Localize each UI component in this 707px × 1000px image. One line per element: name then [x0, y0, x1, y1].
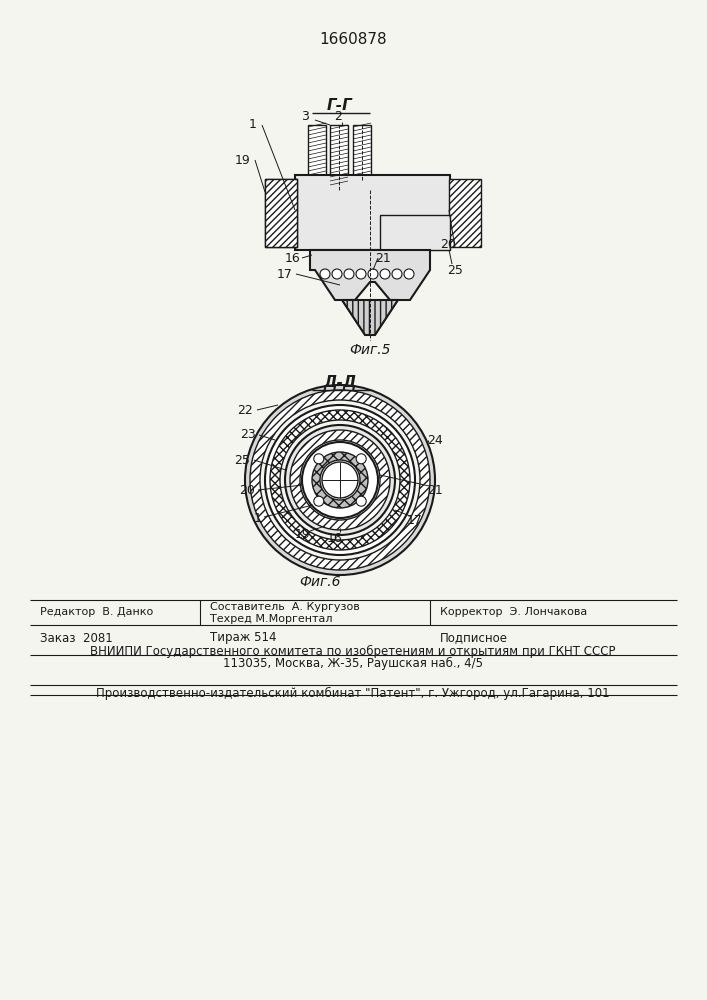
Text: 20: 20	[239, 484, 255, 496]
Polygon shape	[342, 300, 398, 335]
Circle shape	[280, 420, 400, 540]
Circle shape	[270, 410, 410, 550]
Text: 16: 16	[285, 251, 301, 264]
Text: Заказ  2081: Заказ 2081	[40, 632, 112, 645]
Circle shape	[392, 269, 402, 279]
Circle shape	[312, 452, 368, 508]
Bar	[380, 215, 450, 250]
Text: 24: 24	[427, 434, 443, 446]
Text: 19: 19	[235, 153, 251, 166]
Bar	[308, 125, 326, 180]
Circle shape	[250, 390, 430, 570]
Text: Д-Д: Д-Д	[323, 374, 357, 389]
Bar	[330, 125, 348, 190]
Text: 1660878: 1660878	[319, 32, 387, 47]
Circle shape	[380, 269, 390, 279]
Text: 2: 2	[334, 109, 342, 122]
Circle shape	[368, 269, 378, 279]
Circle shape	[332, 269, 342, 279]
Circle shape	[290, 430, 390, 530]
Text: 22: 22	[237, 403, 253, 416]
Text: 21: 21	[427, 484, 443, 496]
Polygon shape	[310, 250, 430, 300]
Text: 16: 16	[327, 532, 343, 544]
Circle shape	[322, 462, 358, 498]
Text: 21: 21	[375, 251, 391, 264]
Circle shape	[245, 385, 435, 575]
Circle shape	[285, 425, 395, 535]
Text: 25: 25	[234, 454, 250, 466]
Text: 23: 23	[240, 428, 256, 442]
Text: 113035, Москва, Ж-35, Раушская наб., 4/5: 113035, Москва, Ж-35, Раушская наб., 4/5	[223, 656, 483, 670]
Circle shape	[314, 496, 324, 506]
Text: Корректор  Э. Лончакова: Корректор Э. Лончакова	[440, 607, 588, 617]
Text: Подписное: Подписное	[440, 632, 508, 645]
Circle shape	[356, 496, 366, 506]
Circle shape	[302, 442, 378, 518]
Circle shape	[300, 440, 380, 520]
Text: 1: 1	[249, 118, 257, 131]
Text: 25: 25	[447, 263, 463, 276]
Text: Техред М.Моргентал: Техред М.Моргентал	[210, 614, 332, 624]
Circle shape	[356, 454, 366, 464]
Text: Составитель  А. Кургузов: Составитель А. Кургузов	[210, 602, 360, 612]
Circle shape	[314, 454, 324, 464]
Text: Производственно-издательский комбинат "Патент", г. Ужгород, ул.Гагарина, 101: Производственно-издательский комбинат "П…	[96, 686, 610, 700]
Text: 3: 3	[301, 109, 309, 122]
Bar	[295, 175, 450, 250]
Circle shape	[404, 269, 414, 279]
Circle shape	[320, 269, 330, 279]
Text: Тираж 514: Тираж 514	[210, 632, 276, 645]
Text: 19: 19	[295, 528, 311, 542]
Circle shape	[356, 269, 366, 279]
Text: Фиг.6: Фиг.6	[299, 575, 341, 589]
Text: 17: 17	[407, 514, 423, 526]
Circle shape	[260, 400, 420, 560]
Text: 20: 20	[440, 238, 456, 251]
Bar	[353, 125, 371, 180]
Circle shape	[344, 269, 354, 279]
Bar	[449, 179, 481, 247]
Text: ВНИИПИ Государственного комитета по изобретениям и открытиям при ГКНТ СССР: ВНИИПИ Государственного комитета по изоб…	[90, 644, 616, 658]
Text: Фиг.5: Фиг.5	[349, 343, 391, 357]
Circle shape	[320, 460, 360, 500]
Text: Г-Г: Г-Г	[327, 98, 353, 112]
Text: 17: 17	[277, 267, 293, 280]
Bar	[265, 179, 297, 247]
Bar	[265, 179, 297, 247]
Text: Редактор  В. Данко: Редактор В. Данко	[40, 607, 153, 617]
Circle shape	[265, 405, 415, 555]
Text: 1: 1	[254, 512, 262, 524]
